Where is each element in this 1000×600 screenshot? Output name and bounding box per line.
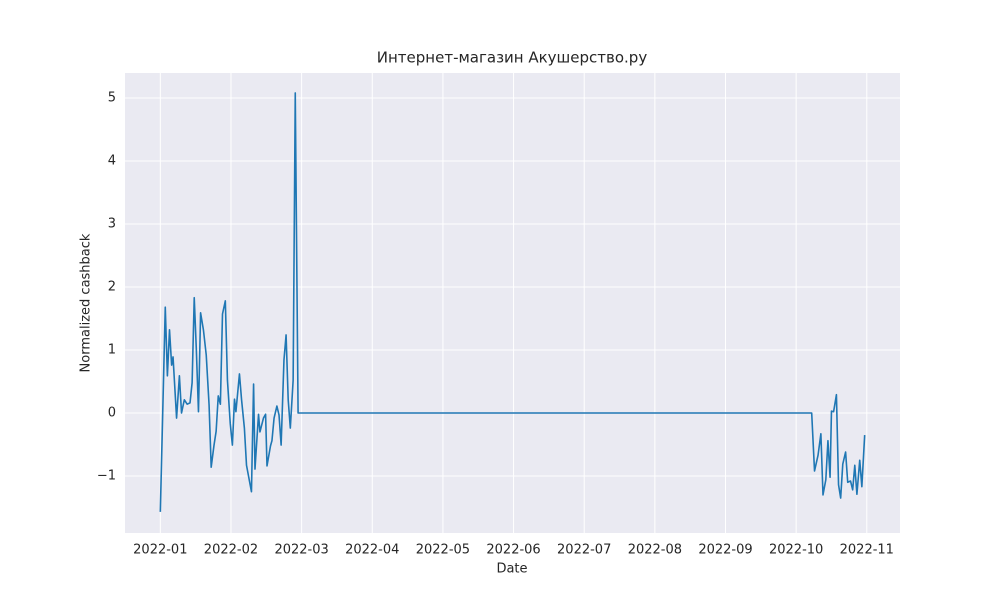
x-tick-label: 2022-06 bbox=[486, 543, 540, 558]
x-tick-label: 2022-10 bbox=[769, 543, 823, 558]
x-tick-label: 2022-03 bbox=[274, 543, 328, 558]
y-axis-label: Normalized cashback bbox=[79, 233, 94, 372]
y-tick-label: 2 bbox=[108, 279, 116, 294]
x-tick-label: 2022-01 bbox=[133, 543, 187, 558]
data-line bbox=[159, 92, 866, 512]
x-tick-label: 2022-05 bbox=[416, 543, 470, 558]
y-tick-label: 0 bbox=[108, 405, 116, 420]
x-tick-label: 2022-02 bbox=[204, 543, 258, 558]
plot-area bbox=[125, 73, 900, 533]
y-tick-label: 3 bbox=[108, 217, 116, 232]
x-tick-label: 2022-11 bbox=[840, 543, 894, 558]
x-tick-label: 2022-07 bbox=[557, 543, 611, 558]
y-tick-label: 5 bbox=[108, 91, 116, 106]
chart-title: Интернет-магазин Акушерство.ру bbox=[377, 49, 648, 67]
x-tick-label: 2022-09 bbox=[698, 543, 752, 558]
x-axis-label: Date bbox=[496, 562, 527, 577]
x-tick-label: 2022-08 bbox=[628, 543, 682, 558]
y-tick-label: 1 bbox=[108, 342, 116, 357]
y-tick-label: −1 bbox=[97, 468, 116, 483]
x-tick-label: 2022-04 bbox=[345, 543, 399, 558]
y-tick-label: 4 bbox=[108, 154, 116, 169]
